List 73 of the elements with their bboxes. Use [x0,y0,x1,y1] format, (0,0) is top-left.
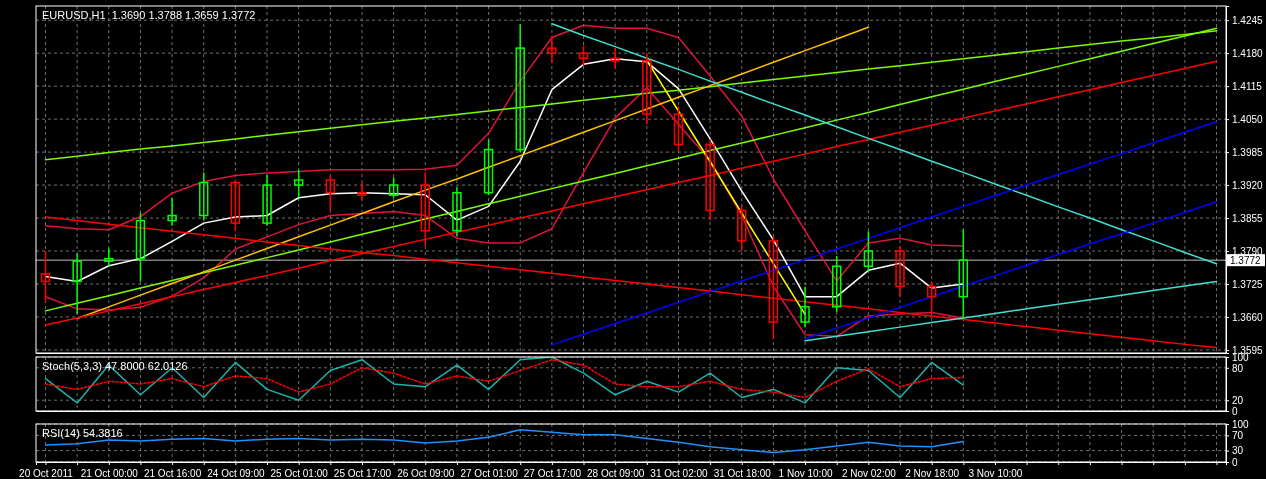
y-tick-label: 1.3920 [1232,179,1264,191]
x-tick-label: 2 Nov 18:00 [905,468,960,479]
y-tick-label: 80 [1232,362,1244,374]
line-series [44,428,965,454]
x-tick-label: 21 Oct 16:00 [143,468,202,479]
candlestick [578,44,589,67]
candlestick [547,34,557,65]
line-series [76,26,870,320]
candlestick [262,174,272,227]
candlestick [104,247,114,267]
candlestick [673,105,684,153]
candlestick [705,138,715,222]
y-tick-label: 1.3985 [1232,146,1264,158]
candlestick [768,235,779,341]
candlestick [293,169,304,199]
candlestick [135,212,146,283]
y-tick-label: 1.4115 [1232,80,1263,92]
y-tick-label: 0 [1232,456,1238,468]
candlestick [926,280,937,316]
candlestick [325,174,336,212]
y-tick-label: 1.4050 [1232,113,1264,125]
candlestick [483,138,494,196]
y-tick-label: 1.3790 [1232,245,1264,257]
y-tick-label: 100 [1232,418,1250,430]
x-tick-label: 25 Oct 01:00 [270,468,329,479]
y-tick-label: 1.3725 [1232,278,1264,290]
x-tick-label: 3 Nov 10:00 [968,468,1023,479]
candlestick [863,230,874,273]
candlestick [958,228,969,319]
x-tick-label: 25 Oct 17:00 [333,468,392,479]
candlestick [737,204,747,252]
chart-title: EURUSD,H1 1.3690 1.3788 1.3659 1.3772 [42,9,256,21]
candlestick [72,252,82,315]
y-tick-label: 1.3660 [1232,311,1264,323]
candlestick [167,197,177,227]
x-tick-label: 20 Oct 2011 [19,468,74,479]
line-series [551,23,1218,265]
candlestick [895,245,905,298]
candlestick [40,250,51,303]
y-tick-label: 1.3855 [1232,212,1264,224]
line-series [804,280,1218,342]
candlestick [230,179,241,232]
x-tick-label: 21 Oct 00:00 [80,468,139,479]
y-tick-label: 70 [1232,430,1244,442]
x-tick-label: 31 Oct 18:00 [713,468,772,479]
ref-line-label: 1.3772 [1230,255,1262,267]
candlestick [642,52,652,125]
x-tick-label: 28 Oct 09:00 [587,468,645,479]
candlestick [388,176,399,199]
y-tick-label: 30 [1232,445,1244,457]
x-tick-label: 2 Nov 02:00 [841,468,897,479]
x-tick-label: 26 Oct 09:00 [397,468,455,479]
candlestick [610,47,620,70]
candlestick [800,285,810,328]
line-series [44,24,965,282]
chart-title: RSI(14) 54.3816 [42,427,123,439]
chart-title: Stoch(5,3,3) 47.8000 62.0126 [42,360,188,372]
candlestick [420,171,430,247]
y-tick-label: 0 [1232,405,1238,417]
candlestick [832,255,842,313]
line-series [551,120,1218,346]
x-tick-label: 1 Nov 10:00 [778,468,833,479]
candlestick [357,181,367,202]
y-tick-label: 1.4180 [1232,47,1264,59]
y-tick-label: 20 [1232,394,1244,406]
line-series [804,201,1218,340]
x-tick-label: 24 Oct 09:00 [207,468,265,479]
candlestick [199,171,209,222]
x-tick-label: 27 Oct 01:00 [460,468,519,479]
x-tick-label: 27 Oct 17:00 [523,468,582,479]
y-tick-label: 1.4245 [1232,14,1264,26]
x-tick-label: 31 Oct 02:00 [650,468,709,479]
candlestick [452,186,462,237]
